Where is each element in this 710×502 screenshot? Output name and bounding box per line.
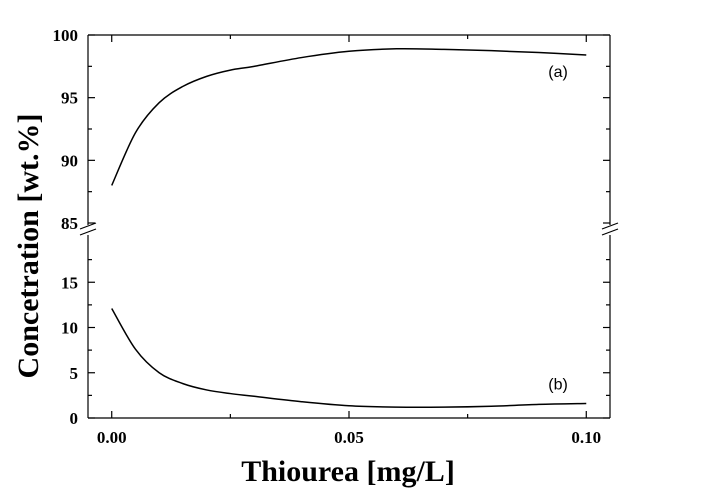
break-gap-right [601,225,619,235]
series-label-b: (b) [548,377,568,394]
series-line-b [111,308,587,409]
break-mark-left-2 [79,228,97,236]
x-tick-label: 0.00 [97,428,127,447]
series-label-a: (a) [548,64,568,81]
upper-y-tick-label: 100 [53,26,79,45]
axes [79,34,619,419]
upper-y-tick-label: 95 [61,89,78,108]
upper-y-tick-label: 90 [61,151,78,170]
lower-y-tick-label: 0 [70,409,79,428]
break-mark-right-1 [601,222,619,230]
series-line-a [111,47,587,186]
series-group: (a) (b) [111,47,587,409]
break-mark-left-1 [79,222,97,230]
lower-y-tick-label: 10 [61,319,78,338]
upper-y-tick-label: 85 [61,214,78,233]
x-axis-title: Thiourea [mg/L] [241,455,455,488]
x-tick-label: 0.05 [334,428,364,447]
y-axis-title: Concetration [wt.%] [12,114,45,379]
break-gap-left [79,225,97,235]
lower-y-tick-label: 5 [70,364,79,383]
ticks: 0.00 0.05 0.10 85 90 95 100 0 5 10 15 [53,26,610,447]
x-tick-label: 0.10 [571,428,601,447]
break-mark-right-2 [601,228,619,236]
lower-y-tick-label: 15 [61,273,78,292]
